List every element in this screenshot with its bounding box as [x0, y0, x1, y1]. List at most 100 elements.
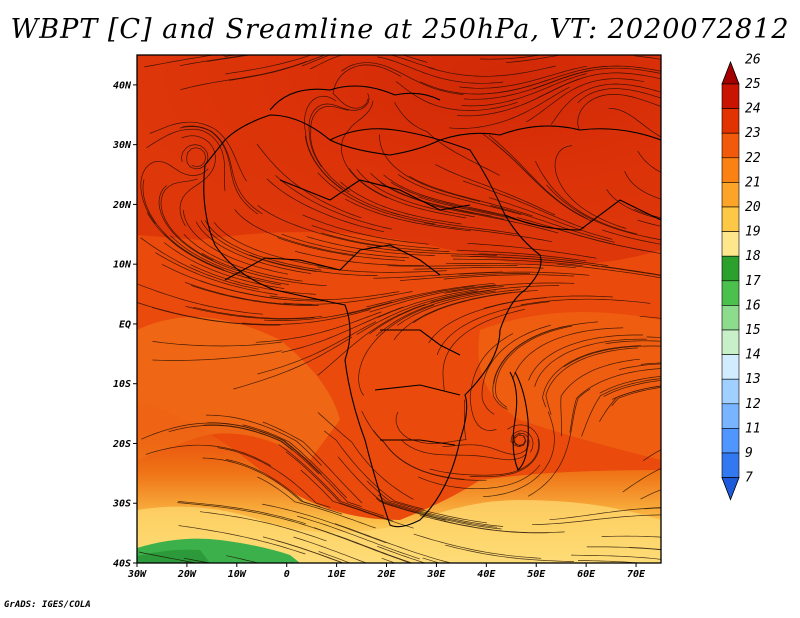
streamline: [442, 308, 526, 391]
streamline: [293, 536, 368, 563]
streamline: [461, 73, 587, 107]
lon-tick-label: 40E: [477, 569, 496, 580]
streamline: [302, 214, 429, 245]
streamline: [317, 412, 414, 500]
streamline: [478, 253, 609, 267]
streamline: [624, 171, 661, 200]
colorbar-top-arrow: [721, 60, 740, 85]
streamline: [479, 55, 543, 60]
streamline: [140, 160, 209, 224]
streamline: [413, 533, 542, 559]
streamline: [203, 424, 320, 475]
streamline: [512, 327, 624, 380]
streamline: [554, 145, 627, 229]
streamline: [308, 93, 370, 168]
streamline: [317, 172, 435, 225]
streamline: [311, 225, 440, 250]
streamline: [225, 55, 313, 75]
streamline: [409, 175, 533, 217]
streamline: [184, 281, 313, 306]
colorbar-label: 13: [745, 372, 761, 387]
streamline: [183, 233, 303, 282]
streamline: [177, 502, 306, 526]
streamline: [377, 56, 504, 84]
streamline: [535, 160, 638, 235]
streamline: [378, 494, 504, 527]
streamline: [577, 560, 644, 563]
streamline: [207, 55, 252, 62]
streamline: [601, 535, 661, 538]
streamline: [401, 440, 527, 461]
streamline: [397, 289, 521, 326]
lat-tick-label: 30S: [112, 499, 131, 510]
streamline: [366, 480, 487, 524]
streamline: [345, 198, 471, 232]
coastlines: [203, 85, 661, 528]
streamline: [603, 380, 661, 397]
streamline: [152, 350, 282, 361]
colorbar-label: 23: [745, 126, 761, 141]
streamline: [491, 140, 593, 222]
lon-tick-label: 30E: [426, 569, 446, 580]
streamline: [323, 430, 424, 510]
streamline: [190, 285, 319, 306]
streamline: [526, 78, 645, 123]
colorbar-label: 11: [745, 421, 761, 436]
streamline: [340, 100, 388, 199]
lon-tick-label: 20W: [177, 569, 197, 580]
streamline: [142, 179, 224, 271]
streamline: [348, 168, 467, 219]
longitude-axis: 30W 20W 10W 0 10E 20E 30E 40E 50E 60E 70E: [127, 563, 646, 580]
streamline: [531, 514, 661, 526]
streamline: [571, 554, 661, 560]
lat-tick-label: 10S: [113, 379, 131, 390]
streamline: [304, 95, 343, 190]
streamline: [577, 88, 661, 103]
streamline: [445, 263, 576, 269]
streamline: [199, 511, 327, 542]
streamline: [358, 304, 435, 396]
lat-tick-label: 20N: [112, 200, 132, 211]
streamline: [369, 284, 497, 313]
streamline: [368, 290, 491, 335]
streamline: [283, 291, 413, 305]
lat-tick-label: 30N: [112, 140, 132, 151]
streamline: [213, 221, 333, 269]
streamline: [310, 55, 435, 70]
streamline: [291, 561, 295, 563]
streamline: [542, 345, 641, 408]
streamline: [606, 189, 661, 220]
streamline: [520, 298, 651, 306]
colorbar: 26 25 24 23 22 21 20 19 18 17 16 15 14 13 12 11 9 7: [721, 52, 761, 501]
colorbar-label: 15: [745, 323, 761, 338]
streamline: [423, 222, 553, 243]
streamline: [234, 209, 354, 256]
colorbar-label: 20: [745, 200, 761, 215]
colorbar-segment: [721, 280, 740, 306]
streamline: [644, 507, 661, 510]
streamline: [560, 358, 640, 437]
streamline: [482, 411, 555, 498]
streamline: [201, 252, 327, 287]
streamline: [262, 421, 363, 504]
streamline: [179, 135, 216, 227]
streamline: [202, 457, 321, 508]
colorbar-segment: [721, 452, 740, 478]
streamline: [449, 86, 570, 129]
streamline: [375, 290, 496, 337]
colorbar-segment: [721, 157, 740, 183]
streamline: [242, 424, 347, 499]
streamline: [310, 105, 350, 193]
streamline: [436, 301, 550, 356]
streamline: [249, 254, 378, 276]
streamline: [637, 219, 661, 227]
streamlines: [137, 55, 661, 563]
streamline: [223, 55, 229, 56]
streamline: [181, 144, 209, 170]
streamline: [294, 250, 424, 266]
streamline: [168, 424, 293, 451]
streamline: [178, 525, 306, 555]
colorbar-segment: [721, 378, 740, 405]
colorbar-label: 26: [745, 52, 761, 67]
